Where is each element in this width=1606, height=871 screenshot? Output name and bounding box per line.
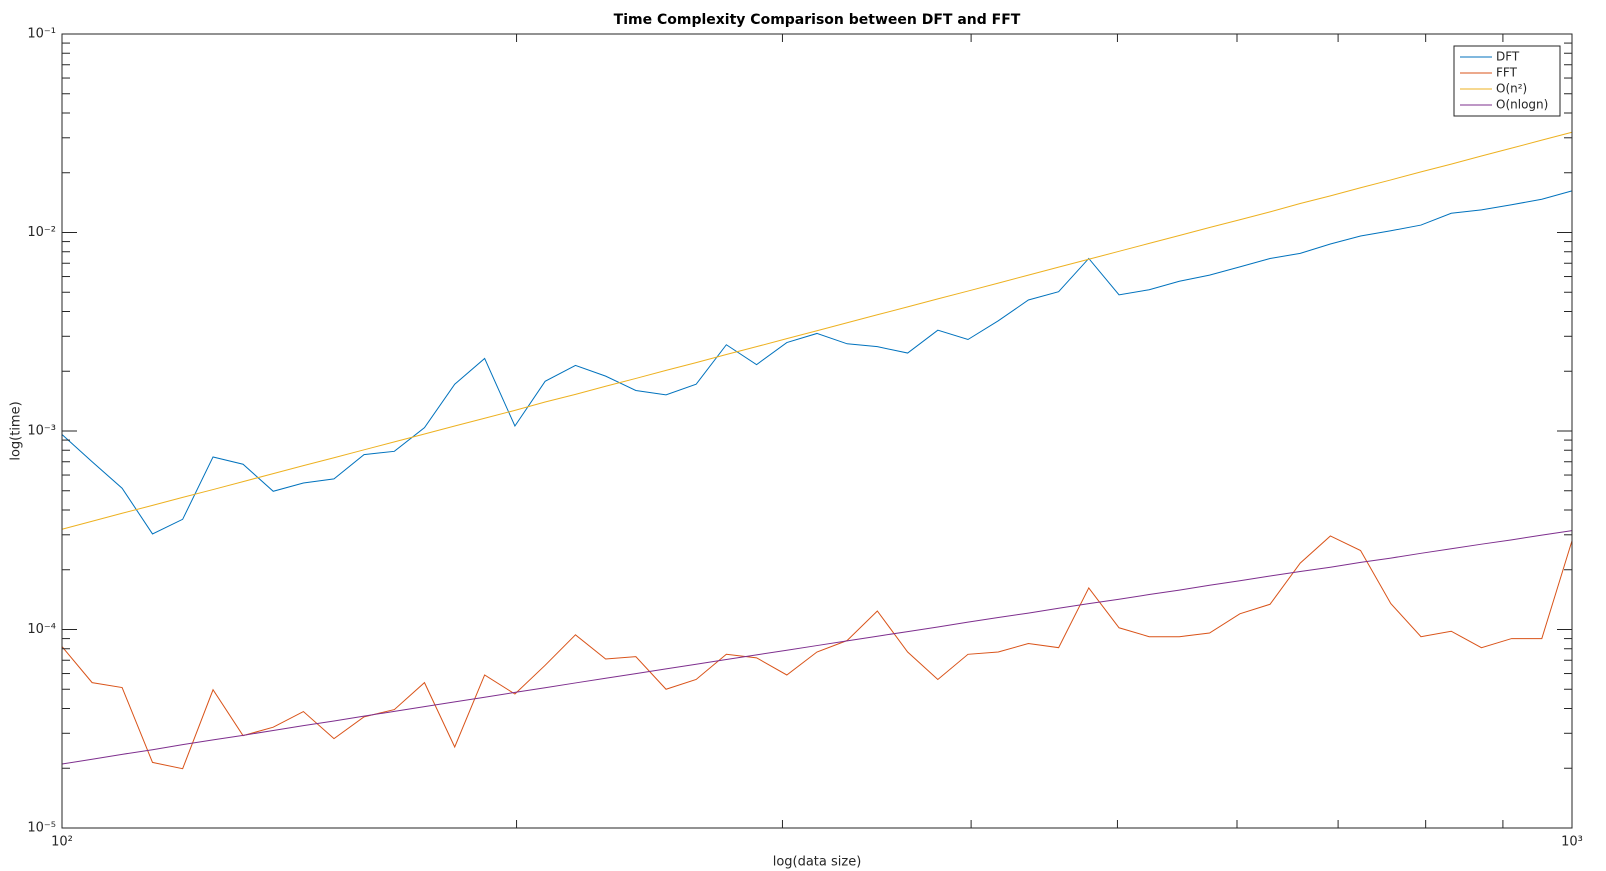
- x-tick-label: 10²: [51, 835, 73, 850]
- x-tick-label: 10³: [1561, 835, 1583, 850]
- x-axis-label: log(data size): [773, 855, 862, 870]
- legend-label: FFT: [1496, 66, 1518, 80]
- legend-label: O(n²): [1496, 82, 1527, 96]
- data-line: [61, 131, 1573, 530]
- chart-title: Time Complexity Comparison between DFT a…: [614, 12, 1021, 28]
- y-tick-label: 10⁻²: [27, 225, 56, 240]
- y-axis-label: log(time): [9, 401, 24, 460]
- data-line: [61, 190, 1573, 535]
- y-tick-label: 10⁻⁴: [27, 622, 56, 637]
- data-line: [61, 535, 1573, 770]
- legend-box: [1453, 45, 1561, 117]
- legend-label: DFT: [1496, 50, 1520, 64]
- legend-label: O(nlogn): [1496, 98, 1548, 112]
- y-tick-label: 10⁻³: [27, 424, 56, 439]
- y-tick-label: 10⁻⁵: [27, 821, 56, 836]
- plot-area: [62, 34, 1572, 828]
- axes-box: [61, 33, 1573, 829]
- y-tick-label: 10⁻¹: [27, 27, 56, 42]
- data-line: [61, 530, 1573, 765]
